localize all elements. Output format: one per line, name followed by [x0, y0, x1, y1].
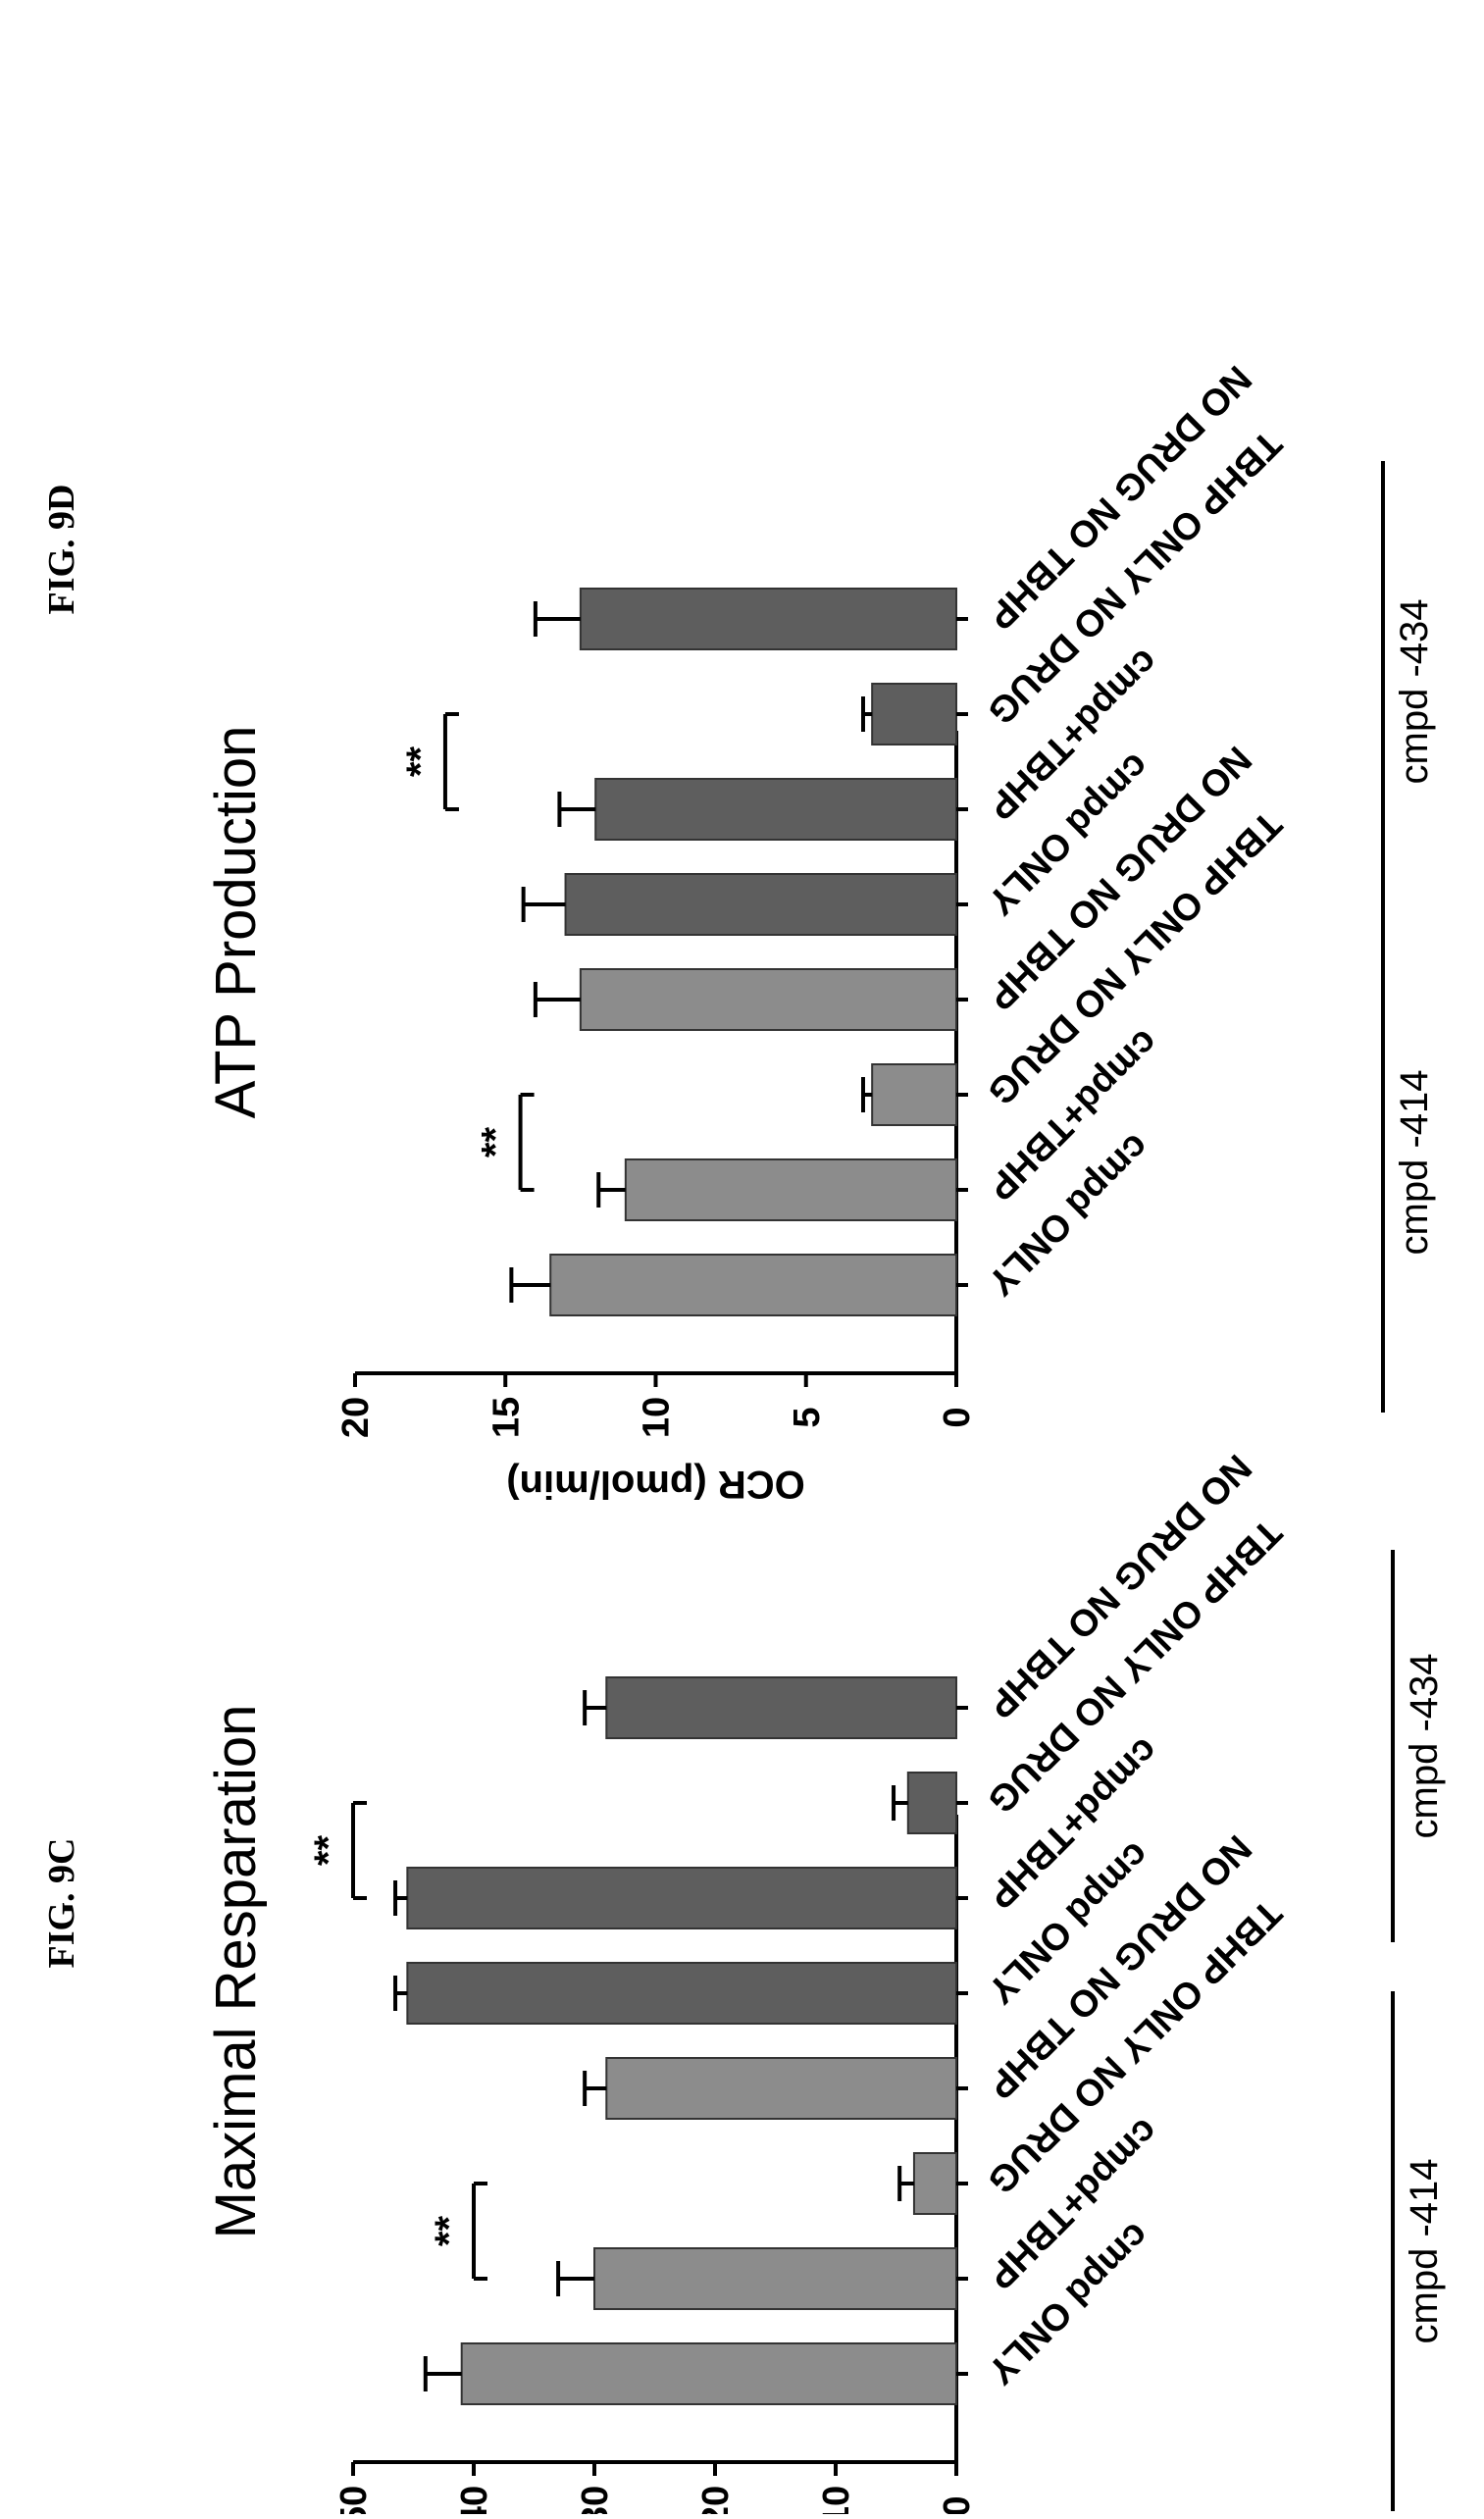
bar — [406, 1867, 958, 1929]
bar — [579, 588, 957, 650]
value-tick-label: 15 — [486, 1397, 527, 1438]
bar — [624, 1158, 957, 1221]
chart-title: ATP Production — [204, 726, 268, 1119]
value-tick-label: 0 — [937, 2495, 978, 2514]
value-tick-label: 20 — [335, 1397, 377, 1438]
figure-label: FIG. 9C — [41, 1838, 82, 1969]
value-tick-label: 0 — [937, 1407, 978, 1427]
category-label: cmpd ONLY — [980, 1125, 1157, 1303]
value-tick-label: 40 — [454, 2486, 495, 2514]
value-tick-label: 30 — [575, 2486, 616, 2514]
value-tick-label: 10 — [816, 2486, 857, 2514]
bar — [912, 2152, 958, 2215]
group-label: cmpd -434 — [1393, 599, 1436, 785]
bar — [871, 1063, 957, 1126]
significance-label: ** — [307, 1835, 350, 1867]
bar — [549, 1254, 957, 1316]
bar — [460, 2342, 957, 2405]
significance-label: ** — [428, 2216, 471, 2247]
category-label: cmpd ONLY — [980, 2214, 1157, 2391]
significance-label: ** — [399, 746, 442, 778]
panel-9c: FIG. 9C Maximal Resparation 0 10 20 30 40 50 OCR… — [41, 1446, 1446, 2519]
value-tick-label: 20 — [695, 2486, 737, 2514]
bar — [906, 1772, 957, 1834]
bar — [605, 1676, 957, 1739]
bar — [871, 683, 957, 745]
y-axis-label: OCR (pmol/min) — [506, 1463, 804, 1506]
bar — [605, 2057, 957, 2120]
group-label: cmpd -434 — [1403, 1654, 1446, 1839]
bar — [579, 968, 957, 1031]
value-tick-label: 10 — [637, 1397, 678, 1438]
group-label: cmpd -414 — [1393, 1070, 1436, 1256]
bar — [593, 2247, 957, 2310]
chart-title: Maximal Resparation — [204, 1705, 268, 2239]
bar — [594, 778, 957, 841]
value-tick-label: 50 — [333, 2486, 375, 2514]
figure-label: FIG. 9D — [41, 485, 82, 615]
bar — [406, 1962, 958, 2025]
significance-label: ** — [475, 1127, 518, 1158]
panel-9d: FIG. 9D ATP Production 0 5 10 15 20 OCR (pmol/m… — [41, 357, 1436, 1506]
value-tick-label: 5 — [787, 1407, 828, 1427]
group-label: cmpd -414 — [1403, 2159, 1446, 2344]
bar — [564, 873, 957, 936]
